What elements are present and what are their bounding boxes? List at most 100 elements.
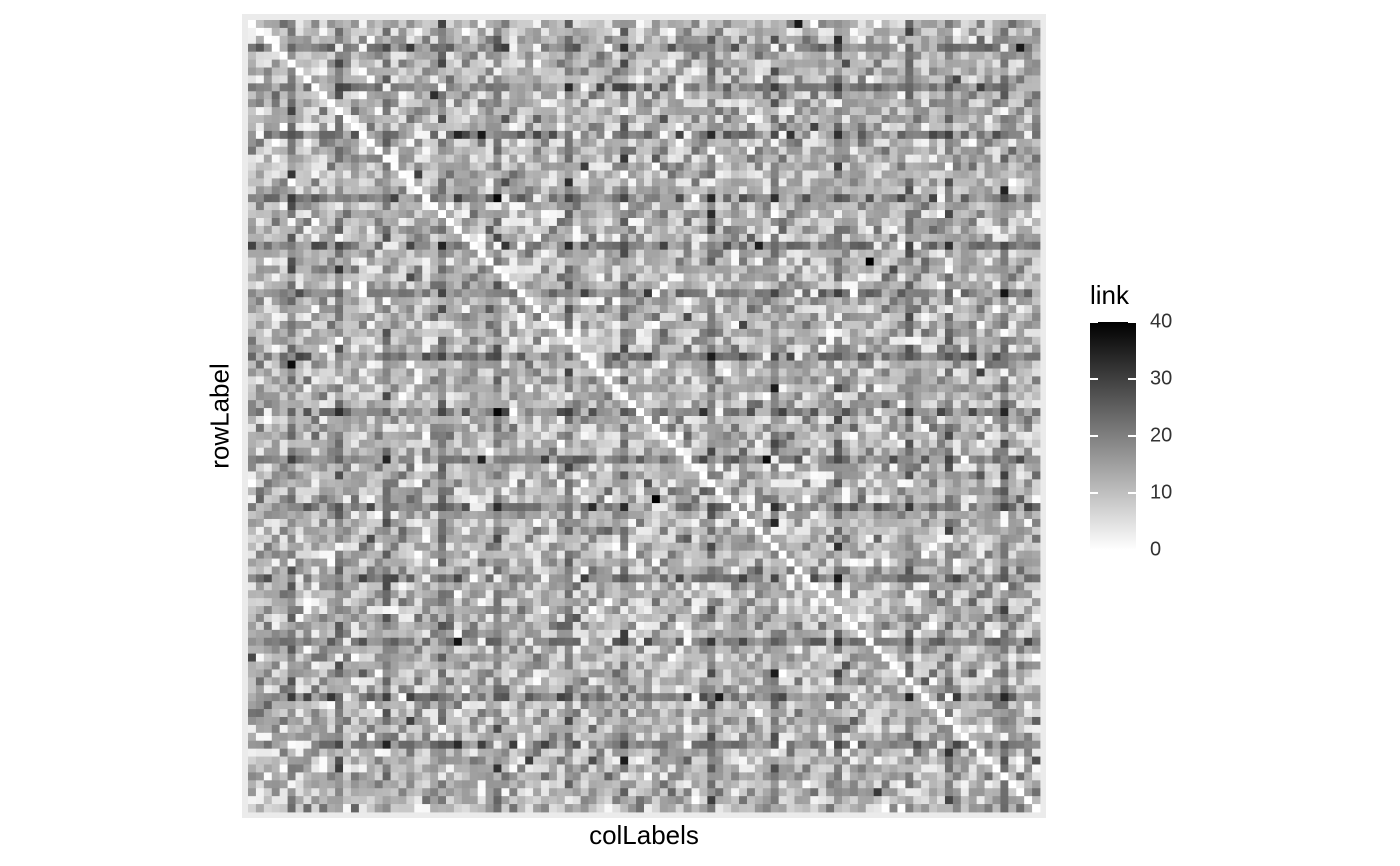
heatmap-cell — [517, 305, 526, 314]
heatmap-cell — [1008, 146, 1017, 156]
heatmap-cell — [604, 336, 613, 346]
heatmap-cell — [525, 202, 534, 211]
heatmap-cell — [541, 249, 550, 258]
heatmap-cell — [453, 43, 463, 53]
heatmap-cell — [469, 249, 479, 258]
heatmap-cell — [636, 83, 645, 92]
heatmap-cell — [1000, 368, 1009, 377]
heatmap-cell — [1024, 273, 1033, 282]
heatmap-cell — [255, 154, 265, 163]
heatmap-cell — [826, 265, 835, 274]
heatmap-cell — [263, 249, 273, 258]
heatmap-cell — [1000, 328, 1009, 338]
heatmap-cell — [913, 75, 922, 84]
heatmap-cell — [842, 115, 851, 124]
heatmap-cell — [731, 384, 740, 393]
heatmap-cell — [842, 91, 851, 100]
heatmap-cell — [857, 75, 867, 84]
heatmap-cell — [984, 186, 993, 195]
heatmap-cell — [390, 218, 399, 227]
heatmap-cell — [572, 408, 582, 417]
heatmap-cell — [952, 67, 962, 76]
heatmap-cell — [984, 75, 993, 84]
heatmap-cell — [802, 241, 811, 251]
heatmap-cell — [952, 75, 962, 84]
heatmap-cell — [952, 344, 962, 354]
heatmap-cell — [525, 138, 534, 148]
heatmap-cell — [461, 218, 471, 227]
heatmap-cell — [548, 146, 558, 156]
heatmap-cell — [414, 400, 423, 409]
heatmap-cell — [921, 146, 930, 156]
heatmap-cell — [842, 178, 851, 187]
heatmap-cell — [976, 249, 985, 258]
heatmap-cell — [746, 320, 756, 330]
heatmap-cell — [921, 186, 930, 195]
heatmap-cell — [588, 83, 597, 92]
heatmap-cell — [778, 115, 787, 124]
heatmap-cell — [271, 225, 281, 235]
heatmap-cell — [944, 400, 954, 409]
heatmap-cell — [984, 352, 993, 361]
heatmap-cell — [897, 67, 906, 76]
heatmap-cell — [461, 210, 471, 219]
heatmap-cell — [541, 289, 550, 298]
heatmap-cell — [366, 186, 376, 195]
heatmap-cell — [865, 59, 875, 68]
heatmap-cell — [889, 344, 898, 354]
heatmap-cell — [533, 392, 542, 401]
heatmap-cell — [667, 43, 677, 53]
heatmap-cell — [580, 360, 589, 369]
heatmap-cell — [453, 99, 463, 108]
heatmap-cell — [1016, 20, 1025, 29]
heatmap-cell — [794, 130, 803, 140]
heatmap-cell — [968, 384, 978, 393]
heatmap-cell — [746, 376, 756, 385]
heatmap-cell — [1024, 138, 1033, 148]
heatmap-cell — [794, 170, 803, 179]
heatmap-cell — [1032, 360, 1041, 369]
heatmap-cell — [691, 328, 700, 338]
heatmap-cell — [279, 297, 288, 306]
heatmap-cell — [691, 400, 700, 409]
heatmap-cell — [754, 344, 764, 354]
heatmap-cell — [1024, 146, 1033, 156]
heatmap-cell — [826, 91, 835, 100]
heatmap-cell — [398, 194, 407, 203]
heatmap-cell — [350, 122, 360, 132]
heatmap-cell — [746, 336, 756, 346]
heatmap-cell — [976, 154, 985, 163]
heatmap-cell — [263, 297, 273, 306]
heatmap-cell — [430, 376, 439, 385]
heatmap-cell — [350, 281, 360, 290]
heatmap-cell — [976, 218, 985, 227]
heatmap-cell — [889, 115, 898, 124]
heatmap-cell — [461, 202, 471, 211]
heatmap-cell — [1016, 83, 1025, 92]
heatmap-cell — [572, 170, 582, 179]
heatmap-cell — [921, 35, 930, 45]
heatmap-cell — [937, 83, 946, 92]
heatmap-cell — [319, 257, 328, 266]
heatmap-cell — [438, 305, 447, 314]
heatmap-cell — [651, 130, 661, 140]
heatmap-cell — [873, 273, 882, 282]
heatmap-cell — [612, 384, 621, 393]
heatmap-cell — [810, 352, 819, 361]
heatmap-cell — [968, 186, 978, 195]
heatmap-cell — [762, 122, 772, 132]
heatmap-cell — [699, 225, 708, 235]
heatmap-cell — [826, 67, 835, 76]
heatmap-cell — [786, 336, 795, 346]
heatmap-cell — [390, 233, 399, 243]
heatmap-cell — [754, 35, 764, 45]
heatmap-cell — [786, 257, 795, 266]
heatmap-cell — [295, 27, 304, 37]
heatmap-cell — [905, 178, 914, 187]
heatmap-cell — [818, 225, 827, 235]
heatmap-cell — [707, 51, 716, 60]
heatmap-cell — [350, 336, 360, 346]
heatmap-cell — [485, 27, 494, 37]
heatmap-cell — [406, 384, 415, 393]
heatmap-cell — [430, 265, 439, 274]
